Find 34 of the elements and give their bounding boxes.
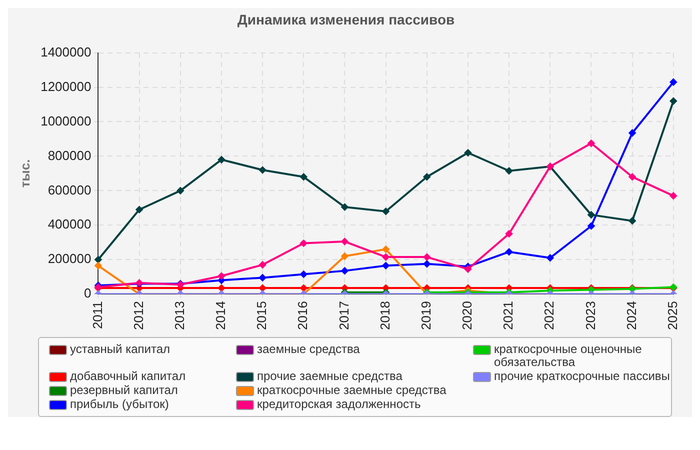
- y-tick-label: 0: [84, 286, 92, 301]
- x-tick-label: 2016: [295, 301, 310, 330]
- y-axis-title: тыс.: [17, 159, 32, 188]
- legend-label: прочие заемные средства: [257, 369, 402, 383]
- y-tick-label: 1400000: [40, 44, 92, 60]
- x-tick-label: 2011: [90, 301, 105, 330]
- y-tick-label: 200000: [48, 251, 92, 266]
- legend-label: добавочный капитал: [70, 369, 186, 383]
- x-tick-label: 2012: [130, 301, 146, 330]
- x-tick-label: 2021: [500, 301, 516, 330]
- x-tick-label: 2013: [172, 301, 187, 330]
- legend-label: прибыль (убыток): [70, 397, 169, 411]
- y-tick-label: 800000: [48, 148, 92, 163]
- legend-label: краткосрочные заемные средства: [257, 383, 446, 397]
- y-tick-label: 1000000: [40, 113, 92, 128]
- x-tick-label: 2019: [418, 301, 434, 330]
- x-tick-label: 2015: [254, 301, 270, 330]
- legend-label: заемные средства: [257, 342, 360, 356]
- x-tick-label: 2023: [582, 301, 598, 330]
- legend-label: резервный капитал: [70, 383, 178, 397]
- y-tick-label: 600000: [48, 182, 92, 198]
- y-tick-label: 400000: [48, 216, 92, 232]
- legend-label: уставный капитал: [70, 342, 170, 356]
- legend-label: кредиторская задолженность: [257, 397, 421, 411]
- x-tick-label: 2017: [336, 301, 352, 330]
- x-tick-label: 2025: [664, 301, 680, 330]
- legend-label: прочие краткосрочные пассивы: [494, 369, 670, 383]
- y-tick-label: 1200000: [40, 78, 92, 94]
- x-tick-label: 2018: [377, 301, 392, 330]
- x-tick-label: 2024: [624, 301, 639, 330]
- x-tick-label: 2014: [213, 301, 228, 330]
- x-tick-label: 2020: [460, 301, 475, 330]
- chart-title: Динамика изменения пассивов: [237, 11, 455, 28]
- x-tick-label: 2022: [542, 301, 557, 330]
